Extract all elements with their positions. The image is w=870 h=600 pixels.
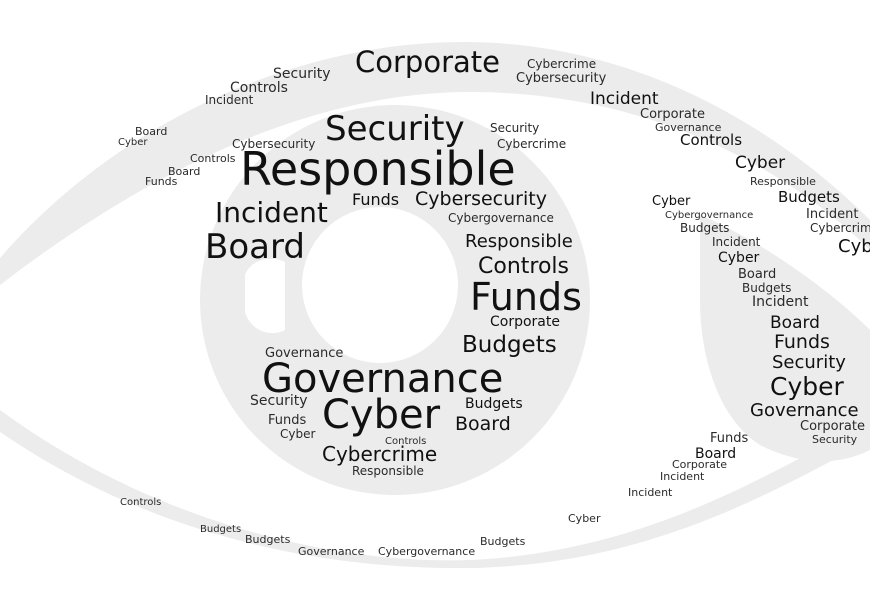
word-incident-lid-right2: Incident [806, 207, 858, 222]
word-cyber-corner-large: Cyber [770, 372, 845, 401]
word-governance-lid: Governance [655, 121, 722, 134]
word-funds-large: Funds [470, 275, 582, 319]
word-budgets-small: Budgets [465, 396, 523, 412]
word-security-iris-low: Security [250, 393, 308, 409]
word-board-corner2: Board [770, 313, 820, 333]
word-controls-iris-low: Controls [385, 436, 426, 447]
word-budgets-corner: Budgets [680, 221, 729, 235]
word-incident-lid-right: Incident [590, 89, 659, 109]
word-corporate-lower: Corporate [672, 458, 727, 471]
word-funds-lower: Funds [710, 431, 748, 446]
word-board-lid-left2: Board [168, 165, 200, 178]
word-incident-large: Incident [215, 196, 328, 229]
word-budgets-lid-right: Budgets [778, 188, 840, 206]
word-budgets-lower: Budgets [480, 535, 526, 548]
word-incident-lid: Incident [205, 93, 254, 107]
word-incident-corner2: Incident [752, 294, 809, 310]
word-cybersecurity-iris: Cybersecurity [232, 137, 315, 151]
word-corporate-lid: Corporate [640, 107, 705, 122]
word-cyber-lid-left: Cyber [118, 137, 148, 148]
pupil [302, 207, 458, 363]
word-responsible-lid-right: Responsible [750, 175, 816, 188]
word-security-corner: Security [772, 352, 846, 373]
word-cybercrime-medium: Cybercrime [322, 442, 437, 466]
word-governance-iris: Governance [265, 346, 343, 361]
word-controls-lid-right: Controls [680, 131, 742, 149]
word-budgets-corner2: Budgets [742, 281, 791, 295]
word-board-medium: Board [455, 413, 511, 435]
word-cybergovernance-iris: Cybergovernance [448, 211, 554, 225]
word-controls-lower: Controls [120, 497, 161, 508]
word-cybersecurity-lid: Cybersecurity [516, 71, 607, 86]
eye-outer-corner [700, 215, 870, 462]
word-incident-corner: Incident [712, 235, 761, 249]
word-responsible-large: Responsible [240, 142, 516, 196]
word-cybersecurity: Cybersecurity [415, 188, 547, 210]
word-board-lower: Board [695, 446, 736, 462]
word-board-lid-left: Board [135, 125, 167, 138]
word-cybergovernance-lower: Cybergovernance [378, 545, 475, 558]
word-controls-lid: Controls [230, 80, 288, 96]
word-governance-lower: Governance [298, 545, 365, 558]
word-corporate-corner: Corporate [800, 419, 865, 434]
word-cyber-corner2: Cyber [718, 250, 760, 266]
word-security-iris: Security [490, 121, 539, 135]
word-security-lid: Security [273, 66, 331, 82]
word-incident-lower: Incident [660, 470, 705, 483]
word-funds-lid-left: Funds [145, 175, 178, 188]
word-security-large: Security [325, 109, 465, 149]
word-board-large: Board [205, 227, 305, 267]
word-responsible-iris-low: Responsible [352, 464, 424, 478]
word-corporate-iris: Corporate [490, 314, 560, 330]
word-governance-corner: Governance [750, 400, 859, 421]
word-cybergovernance-corner: Cybergovernance [665, 210, 753, 221]
word-controls-lid-left: Controls [190, 152, 236, 165]
eye-upper-lid-band [0, 41, 870, 285]
word-security-corner2: Security [812, 433, 858, 446]
word-cyber-edge: Cyber [838, 236, 870, 257]
word-budgets-lower3: Budgets [200, 524, 241, 535]
word-controls-medium: Controls [478, 254, 569, 279]
eye-lower-lid-band [0, 410, 870, 569]
word-cyber-lid-right: Cyber [735, 153, 785, 173]
word-cyber-large: Cyber [322, 392, 441, 438]
pupil-highlight [245, 258, 285, 334]
word-cyber-iris-low: Cyber [280, 427, 315, 441]
word-incident-lower2: Incident [628, 486, 673, 499]
word-budgets-medium: Budgets [462, 332, 557, 358]
word-cybercrime-iris: Cybercrime [497, 137, 566, 151]
word-funds-iris-low: Funds [268, 413, 306, 428]
word-board-corner: Board [738, 267, 776, 282]
word-cybercrime-lid: Cybercrime [527, 57, 596, 71]
word-cyber-corner: Cyber [652, 194, 691, 209]
word-responsible-medium: Responsible [465, 231, 573, 252]
word-governance-large: Governance [262, 356, 503, 402]
word-funds-corner: Funds [774, 331, 830, 353]
word-budgets-lower2: Budgets [245, 533, 291, 546]
word-funds-medium: Funds [352, 190, 399, 209]
word-cybercrime-lid-right: Cybercrime [810, 221, 870, 235]
word-corporate: Corporate [355, 45, 500, 79]
word-cyber-lower: Cyber [568, 512, 601, 525]
